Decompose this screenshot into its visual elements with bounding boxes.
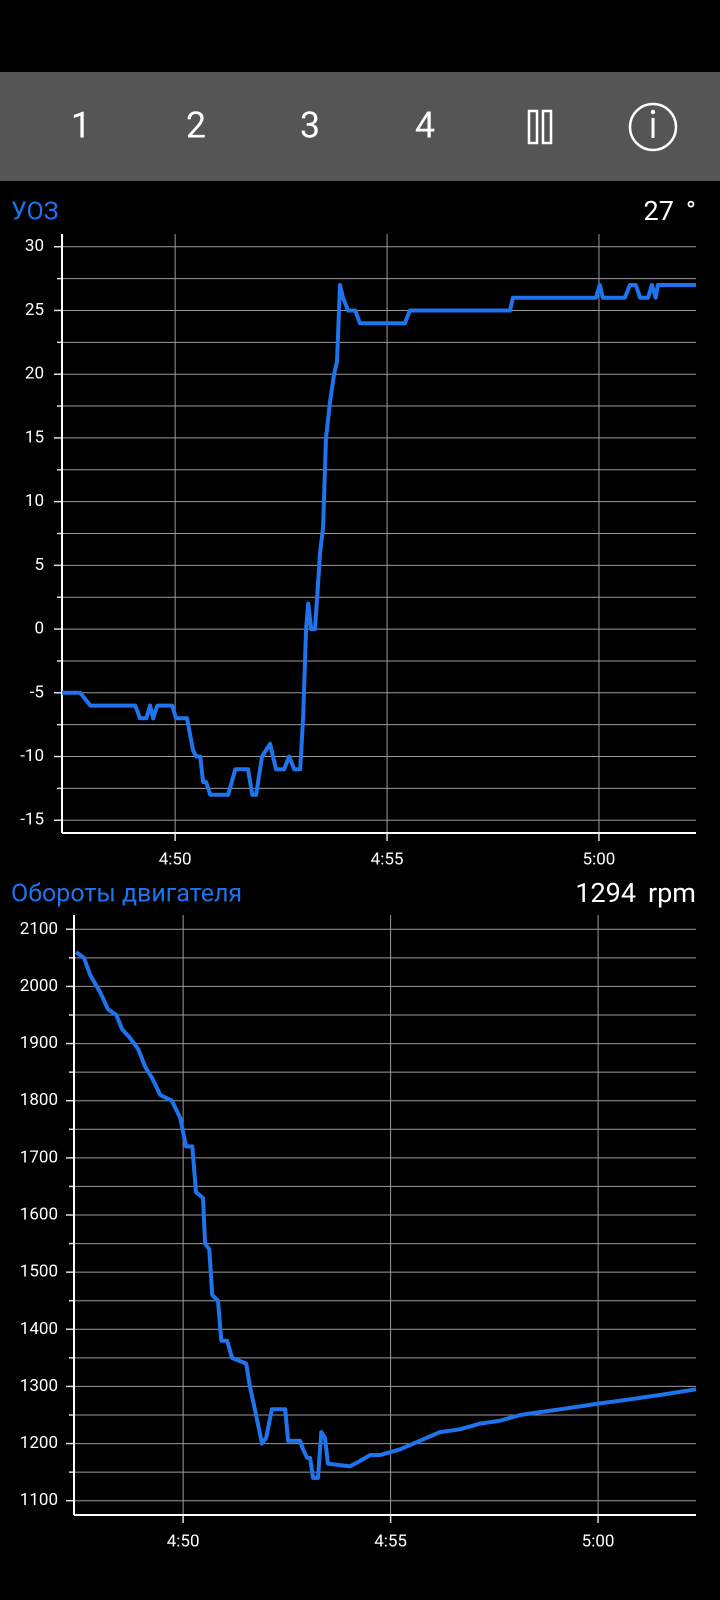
- y-tick-label: -15: [20, 810, 44, 830]
- y-tick-label: 1100: [20, 1490, 58, 1510]
- x-tick-label: 4:50: [167, 1531, 200, 1551]
- y-tick-label: -10: [20, 746, 44, 766]
- status-bar: [0, 0, 720, 72]
- tab-button[interactable]: 2: [186, 105, 206, 147]
- y-tick-label: 5: [34, 555, 44, 575]
- current-value: 27: [644, 195, 674, 227]
- chart-title: Обороты двигателя: [11, 880, 242, 909]
- info-circle: [628, 102, 678, 152]
- y-tick-label: 0: [34, 619, 44, 639]
- x-tick-label: 4:50: [159, 849, 192, 869]
- y-tick-label: 2100: [20, 919, 58, 939]
- y-tick-label: 10: [25, 491, 44, 511]
- pause-bar: [527, 109, 539, 145]
- y-tick-label: 20: [25, 364, 44, 384]
- tab-button[interactable]: 3: [300, 105, 320, 147]
- y-tick-label: -5: [30, 682, 44, 702]
- y-tick-label: 1800: [20, 1090, 58, 1110]
- info-stem: [651, 118, 655, 138]
- y-tick-label: 1200: [20, 1433, 58, 1453]
- x-tick-label: 5:00: [582, 1531, 615, 1551]
- unit-label: rpm: [648, 877, 696, 909]
- current-value: 1294: [575, 877, 636, 909]
- info-button[interactable]: [628, 102, 678, 152]
- pause-bar: [541, 109, 553, 145]
- tab-button[interactable]: 4: [415, 105, 435, 147]
- y-tick-label: 1700: [20, 1147, 58, 1167]
- y-tick-label: 1400: [20, 1319, 58, 1339]
- x-tick-label: 5:00: [583, 849, 616, 869]
- unit-label: °: [686, 195, 696, 227]
- toolbar: [0, 72, 720, 181]
- info-dot: [650, 109, 656, 115]
- y-tick-label: 1500: [20, 1262, 58, 1282]
- y-tick-label: 30: [25, 236, 44, 256]
- y-tick-label: 25: [25, 300, 44, 320]
- y-tick-label: 1900: [20, 1033, 58, 1053]
- x-tick-label: 4:55: [374, 1531, 407, 1551]
- pause-button[interactable]: [527, 109, 553, 145]
- chart-title: УОЗ: [11, 198, 59, 227]
- y-tick-label: 15: [25, 427, 44, 447]
- x-tick-label: 4:55: [371, 849, 404, 869]
- data-line: [74, 950, 697, 1480]
- data-line: [62, 283, 696, 797]
- y-tick-label: 1600: [20, 1204, 58, 1224]
- y-tick-label: 2000: [20, 976, 58, 996]
- tab-button[interactable]: 1: [71, 105, 91, 147]
- y-tick-label: 1300: [20, 1376, 58, 1396]
